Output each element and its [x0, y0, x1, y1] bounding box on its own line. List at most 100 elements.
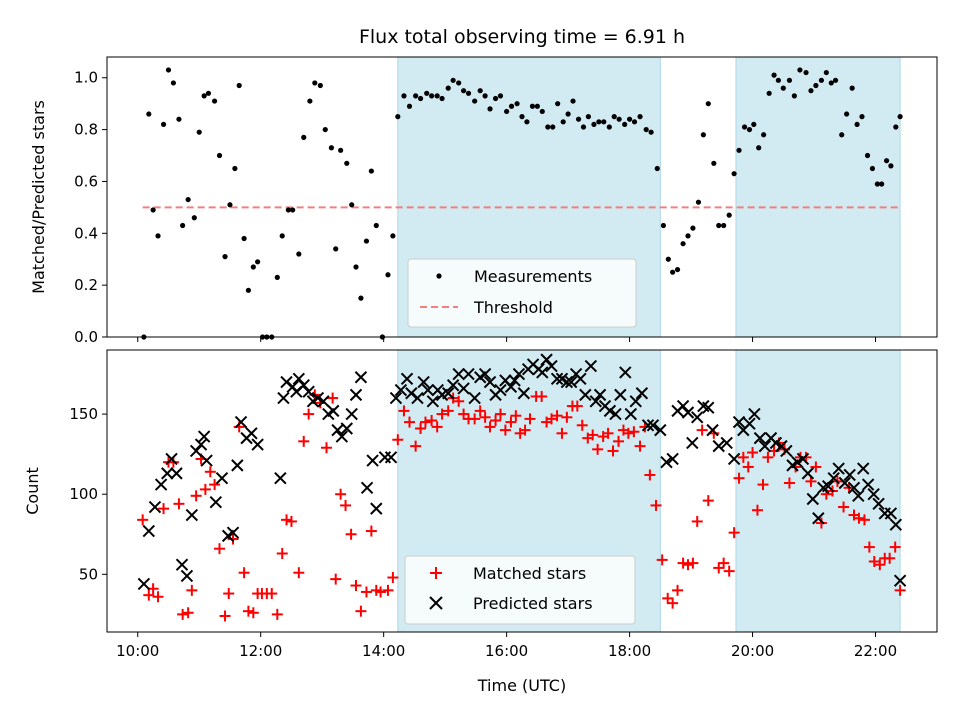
matched-star-point-114: [723, 565, 735, 577]
measurement-point-74: [524, 119, 530, 125]
matched-star-point-115: [728, 527, 740, 539]
measurement-point-133: [828, 80, 834, 86]
measurement-point-12: [201, 93, 207, 99]
matched-star-point-108: [691, 515, 703, 527]
x-tick-label-0: 10:00: [116, 642, 159, 660]
matched-star-point-142: [868, 556, 880, 567]
predicted-star-point-88: [593, 388, 607, 402]
measurement-point-30: [290, 207, 296, 213]
predicted-star-point-140: [872, 497, 885, 511]
predicted-star-point-92: [614, 388, 627, 402]
predicted-star-point-139: [867, 487, 880, 501]
predicted-star-point-103: [676, 399, 690, 413]
x-tick-label-3: 16:00: [485, 642, 528, 660]
predicted-star-point-116: [748, 407, 761, 421]
predicted-star-point-100: [660, 455, 673, 469]
measurement-point-86: [585, 114, 592, 120]
matched-star-point-29: [276, 547, 288, 559]
predicted-star-point-17: [226, 526, 240, 539]
measurement-point-92: [616, 116, 622, 122]
measurement-point-128: [803, 69, 809, 76]
x-tick-label-2: 14:00: [362, 642, 405, 660]
predicted-star-point-87: [589, 395, 602, 408]
measurement-point-21: [245, 287, 252, 293]
predicted-star-point-85: [579, 388, 592, 402]
predicted-star-point-6: [170, 467, 183, 480]
top-y-ticks: 0.0 0.2 0.4 0.6 0.8 1.0: [74, 69, 107, 346]
matched-star-point-11: [190, 490, 202, 502]
measurement-point-72: [514, 101, 520, 107]
measurement-point-51: [401, 93, 407, 99]
matched-star-point-85: [571, 400, 583, 412]
measurement-point-138: [854, 121, 860, 128]
measurement-point-9: [185, 196, 191, 203]
matched-star-point-14: [204, 466, 216, 478]
measurement-point-44: [363, 238, 370, 244]
bottom-y-tick-label-2: 150: [69, 405, 98, 423]
predicted-star-point-49: [400, 372, 414, 386]
predicted-star-point-61: [462, 367, 475, 381]
matched-star-point-106: [682, 559, 694, 571]
predicted-star-point-91: [609, 407, 622, 421]
legend-predicted-marker: [429, 596, 443, 610]
matched-star-point-120: [751, 504, 763, 516]
x-tick-label-6: 22:00: [854, 642, 897, 660]
matched-star-point-9: [182, 607, 194, 619]
measurement-point-82: [565, 111, 571, 117]
matched-star-point-97: [634, 440, 646, 452]
matched-star-point-93: [613, 435, 625, 447]
predicted-star-point-37: [335, 430, 349, 443]
matched-star-point-95: [622, 427, 634, 439]
predicted-star-points: [137, 353, 907, 591]
measurement-point-99: [654, 165, 660, 172]
measurement-point-46: [373, 222, 379, 229]
matched-star-point-21: [238, 567, 250, 579]
measurement-point-109: [705, 101, 711, 107]
measurement-point-78: [545, 124, 551, 130]
matched-star-point-7: [173, 498, 185, 510]
predicted-star-point-29: [297, 379, 310, 392]
predicted-star-point-30: [302, 385, 315, 398]
top-y-tick-label-2: 0.4: [74, 224, 98, 242]
top-y-tick-label-1: 0.2: [74, 276, 98, 294]
measurement-point-111: [716, 222, 722, 229]
measurement-point-20: [241, 235, 247, 242]
matched-star-point-99: [644, 469, 656, 481]
predicted-star-point-143: [889, 518, 903, 531]
matched-star-point-100: [650, 499, 662, 511]
matched-star-point-44: [355, 605, 367, 617]
matched-star-point-102: [662, 592, 674, 604]
matched-star-point-27: [266, 588, 278, 600]
measurement-point-124: [780, 85, 786, 91]
measurement-point-65: [477, 88, 483, 94]
matched-star-point-10: [186, 584, 198, 596]
matched-star-point-59: [436, 408, 448, 420]
measurement-points: [141, 67, 903, 340]
legend-measurements-marker: [436, 273, 442, 279]
chart-title: Flux total observing time = 6.91 h: [359, 26, 685, 48]
predicted-star-point-136: [852, 489, 865, 503]
predicted-star-point-15: [215, 471, 229, 485]
predicted-star-point-69: [504, 380, 518, 394]
predicted-star-point-1: [142, 524, 156, 538]
top-legend-box: [407, 258, 637, 328]
predicted-star-point-84: [574, 372, 587, 386]
matched-star-point-82: [556, 427, 568, 439]
predicted-star-point-51: [411, 391, 424, 405]
measurement-point-95: [631, 119, 638, 125]
predicted-star-point-44: [370, 502, 383, 515]
measurement-point-115: [736, 147, 742, 153]
matched-star-point-19: [227, 533, 239, 545]
predicted-star-point-70: [508, 374, 521, 387]
matched-star-point-50: [387, 572, 399, 584]
matched-star-point-40: [335, 488, 347, 500]
legend-matched-marker: [430, 567, 442, 579]
predicted-star-point-82: [564, 375, 578, 389]
measurement-point-54: [417, 95, 424, 102]
predicted-star-point-133: [838, 476, 851, 490]
bottom-shaded-interval-1: [735, 349, 901, 633]
measurement-point-96: [637, 114, 643, 120]
bottom-legend: Matched stars Predicted stars: [404, 555, 636, 625]
measurement-point-53: [413, 93, 419, 99]
predicted-star-point-10: [189, 444, 203, 458]
